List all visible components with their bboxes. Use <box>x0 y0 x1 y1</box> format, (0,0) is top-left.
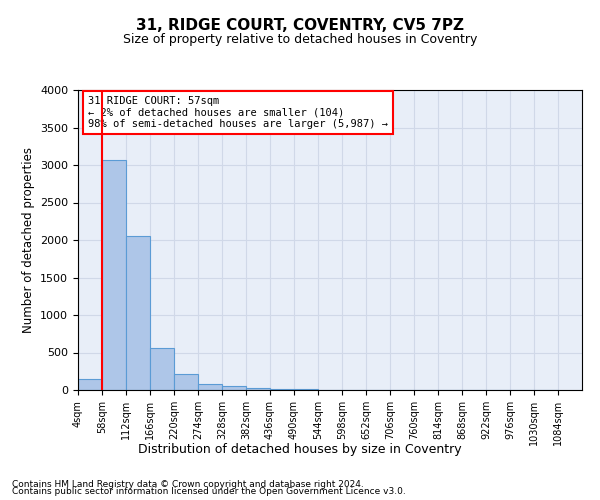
Bar <box>102 160 126 390</box>
Bar <box>78 379 102 390</box>
Bar <box>126 236 150 390</box>
Bar <box>150 348 174 390</box>
Bar <box>246 388 270 390</box>
Bar <box>174 374 198 390</box>
Text: 31 RIDGE COURT: 57sqm
← 2% of detached houses are smaller (104)
98% of semi-deta: 31 RIDGE COURT: 57sqm ← 2% of detached h… <box>88 96 388 129</box>
Text: 31, RIDGE COURT, COVENTRY, CV5 7PZ: 31, RIDGE COURT, COVENTRY, CV5 7PZ <box>136 18 464 32</box>
Bar <box>198 384 222 390</box>
Text: Distribution of detached houses by size in Coventry: Distribution of detached houses by size … <box>138 442 462 456</box>
Text: Contains public sector information licensed under the Open Government Licence v3: Contains public sector information licen… <box>12 488 406 496</box>
Text: Size of property relative to detached houses in Coventry: Size of property relative to detached ho… <box>123 32 477 46</box>
Bar <box>222 386 246 390</box>
Y-axis label: Number of detached properties: Number of detached properties <box>22 147 35 333</box>
Text: Contains HM Land Registry data © Crown copyright and database right 2024.: Contains HM Land Registry data © Crown c… <box>12 480 364 489</box>
Bar <box>270 389 294 390</box>
